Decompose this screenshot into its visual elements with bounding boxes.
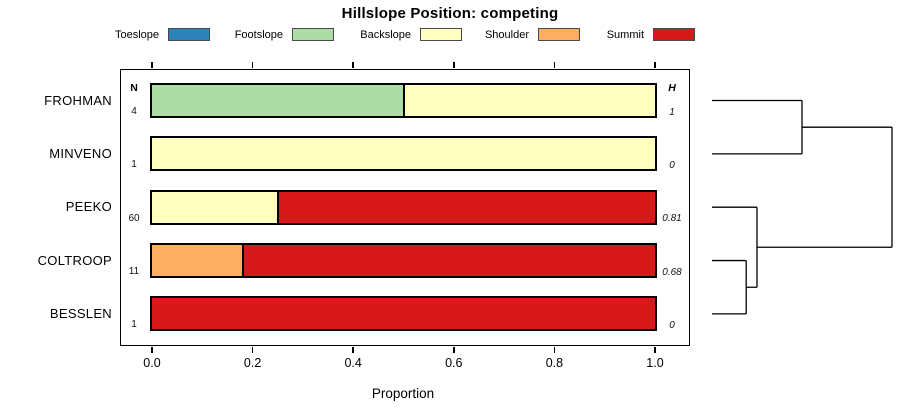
row-label: PEEKO — [65, 199, 112, 215]
x-axis-tick-label: 0.6 — [445, 356, 463, 370]
h-value: 1 — [669, 106, 675, 118]
h-column-header: H — [668, 82, 676, 94]
legend-item-label: Footslope — [234, 28, 283, 41]
n-column-header: N — [130, 82, 138, 94]
x-axis-tick-label: 0.4 — [344, 356, 362, 370]
row-label: FROHMAN — [44, 92, 112, 108]
bar-segment-backslope — [403, 85, 655, 116]
x-axis-tick — [151, 347, 153, 353]
bar-inner — [152, 138, 655, 170]
x-axis-tick-top — [453, 62, 455, 68]
legend-item: Summit — [532, 26, 695, 43]
x-axis-tick-label: 0.8 — [545, 356, 564, 370]
x-axis-tick-top — [251, 62, 254, 68]
chart-title: Hillslope Position: competing — [341, 5, 559, 22]
stacked-bar — [150, 243, 657, 279]
h-value: 0 — [669, 319, 675, 331]
bar-inner — [152, 245, 655, 277]
row-label: COLTROOP — [37, 252, 112, 268]
bar-segment-summit — [277, 191, 655, 223]
bar-inner — [152, 298, 655, 330]
h-value: 0.68 — [662, 266, 682, 278]
n-value: 1 — [131, 159, 137, 171]
bar-segment-backslope — [152, 191, 278, 223]
x-axis-tick-top — [553, 62, 556, 68]
n-value: 1 — [131, 319, 137, 331]
bar-segment-summit — [152, 298, 655, 330]
legend-swatch — [653, 28, 695, 41]
x-axis-tick — [654, 347, 656, 353]
dendrogram-branches — [712, 99, 893, 315]
bar-inner — [152, 85, 655, 116]
x-axis-tick-label: 0.0 — [143, 356, 161, 370]
segment-divider — [276, 191, 279, 223]
legend-swatch — [168, 28, 210, 41]
segment-divider — [402, 85, 405, 116]
stacked-bar — [150, 136, 657, 172]
legend-item: Backslope — [299, 26, 462, 43]
n-value: 60 — [128, 212, 140, 224]
bar-segment-summit — [242, 245, 655, 277]
row-label: BESSLEN — [49, 305, 112, 321]
n-value: 11 — [128, 266, 140, 278]
x-axis-tick — [251, 347, 254, 353]
stacked-bar — [150, 83, 657, 118]
legend-item: Footslope — [171, 26, 334, 43]
legend-item: Shoulder — [417, 26, 580, 43]
bar-inner — [152, 191, 655, 223]
legend-swatch — [292, 28, 334, 41]
x-axis-tick-label: 1.0 — [646, 356, 664, 370]
x-axis-tick-top — [654, 62, 656, 68]
stacked-bar — [150, 189, 657, 225]
bar-segment-shoulder — [152, 245, 243, 277]
h-value: 0.81 — [662, 213, 682, 225]
x-axis-tick — [553, 347, 556, 353]
x-axis-tick-top — [151, 62, 153, 68]
x-axis-tick — [453, 347, 455, 353]
legend-item-label: Summit — [606, 28, 644, 41]
legend-swatch — [420, 28, 462, 41]
legend-item-label: Backslope — [360, 28, 411, 41]
stacked-bar — [150, 296, 657, 332]
n-value: 4 — [131, 106, 137, 117]
x-axis-title: Proportion — [371, 386, 435, 401]
row-label: MINVENO — [49, 145, 112, 161]
segment-divider — [241, 245, 244, 277]
x-axis-tick-label: 0.2 — [243, 356, 262, 370]
legend-item-label: Shoulder — [484, 28, 529, 41]
x-axis-tick — [352, 347, 354, 353]
x-axis-tick-top — [352, 62, 354, 68]
legend-item: Toeslope — [47, 26, 210, 43]
h-value: 0 — [669, 159, 675, 171]
legend-swatch — [538, 28, 580, 41]
legend-item-label: Toeslope — [114, 28, 159, 41]
bar-segment-backslope — [152, 138, 655, 170]
bar-segment-footslope — [152, 85, 404, 116]
